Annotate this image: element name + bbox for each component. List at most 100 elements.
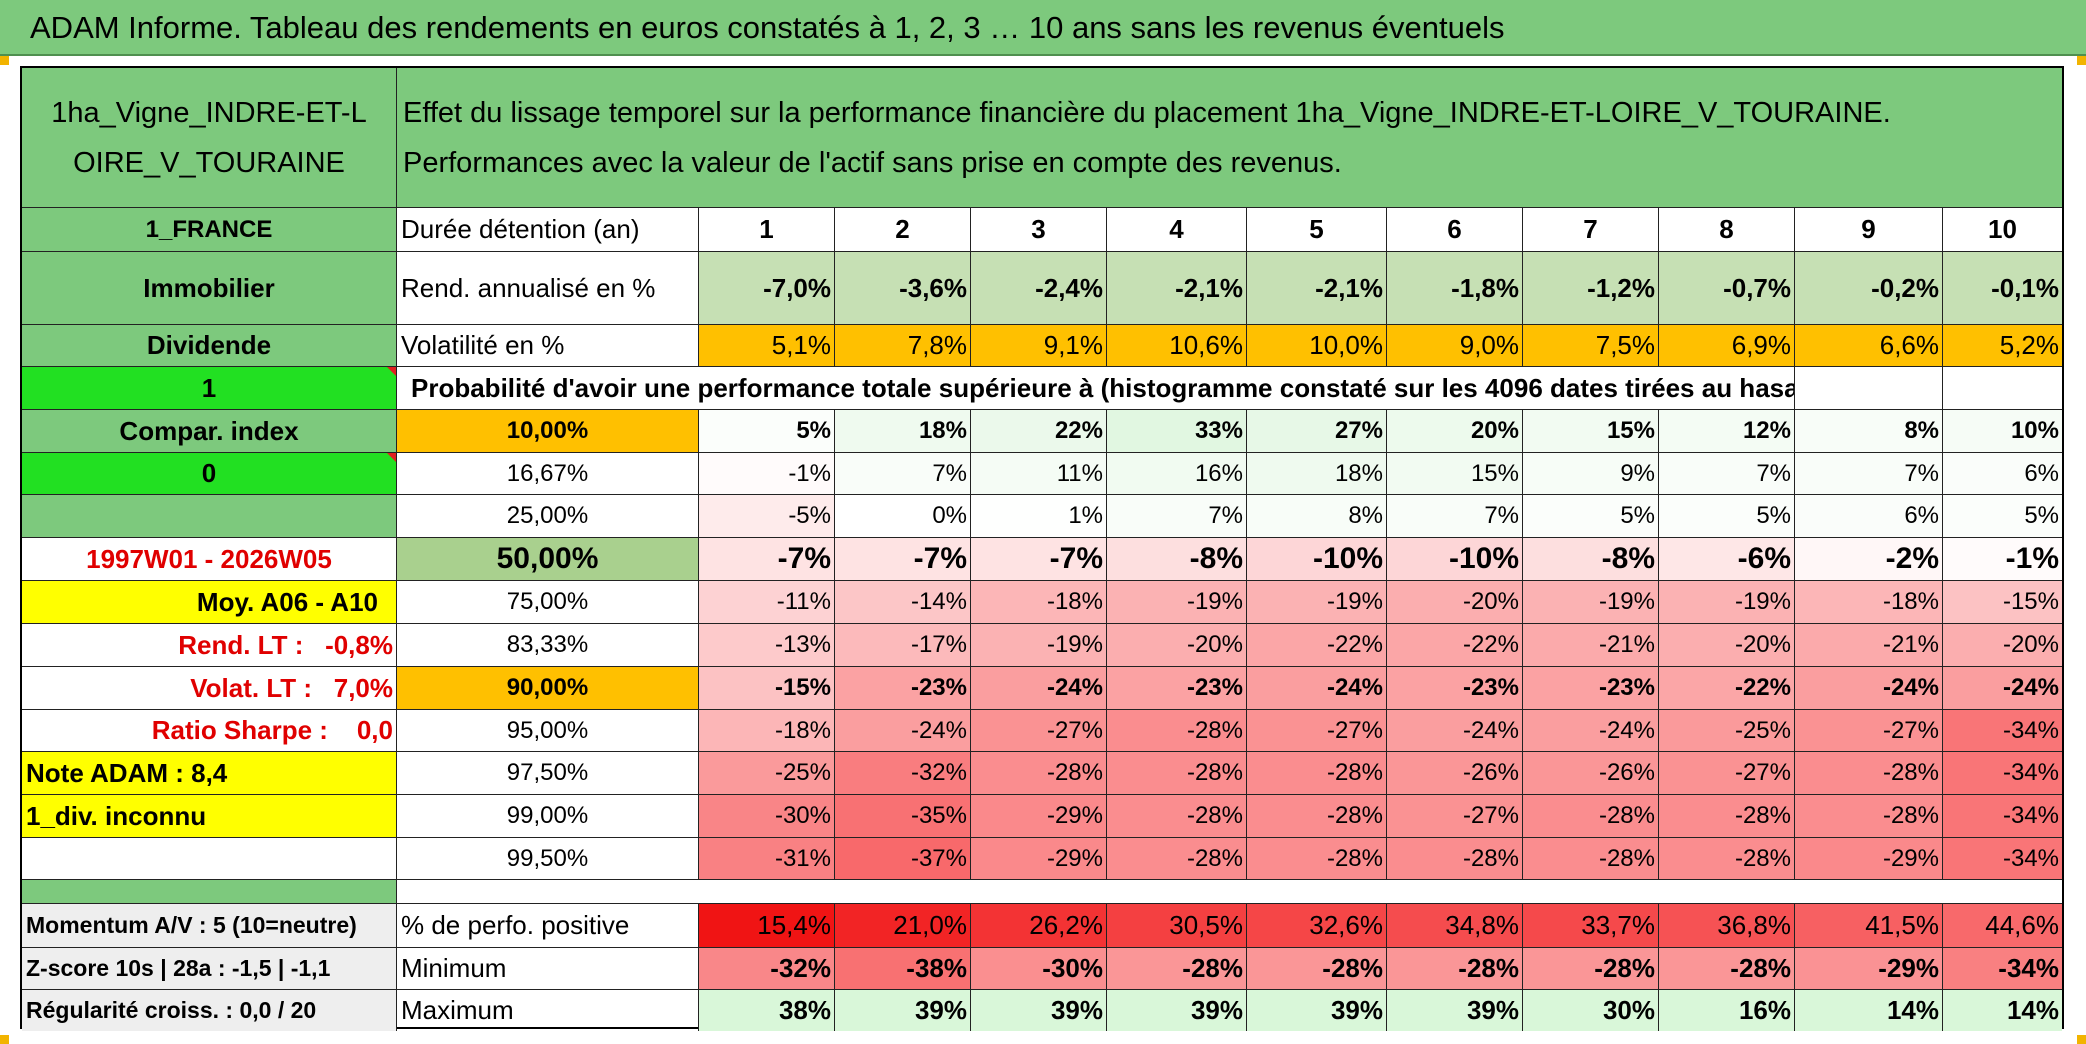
- min-value: -32%: [699, 948, 835, 990]
- quantile-value: -10%: [1387, 538, 1523, 581]
- quantile-label: 16,67%: [397, 453, 699, 495]
- year-header: 2: [835, 208, 971, 252]
- volat-value: 5,1%: [699, 325, 835, 367]
- quantile-value: -15%: [1943, 581, 2062, 624]
- quantile-value: -7%: [699, 538, 835, 581]
- year-header: 1: [699, 208, 835, 252]
- quantile-value: -27%: [1795, 710, 1943, 752]
- momentum-label: Momentum A/V : 5 (10=neutre): [22, 904, 397, 948]
- quantile-value: 6%: [1795, 495, 1943, 538]
- quantile-value: -19%: [1107, 581, 1247, 624]
- volat-label: Volatilité en %: [397, 325, 699, 367]
- quantile-value: -27%: [1247, 710, 1387, 752]
- quantile-value: -24%: [1247, 667, 1387, 710]
- quantile-value: 16%: [1107, 453, 1247, 495]
- max-value: 39%: [971, 990, 1107, 1031]
- quantile-value: 27%: [1247, 410, 1387, 453]
- rend-value: -2,1%: [1107, 252, 1247, 325]
- quantile-value: -34%: [1943, 710, 2062, 752]
- year-header: 7: [1523, 208, 1659, 252]
- selector-1[interactable]: 1: [22, 367, 397, 410]
- quantile-value: -28%: [1523, 795, 1659, 838]
- positive-value: 26,2%: [971, 904, 1107, 948]
- quantile-value: 15%: [1387, 453, 1523, 495]
- volat-value: 5,2%: [1943, 325, 2062, 367]
- quantile-value: -23%: [1107, 667, 1247, 710]
- year-header: 9: [1795, 208, 1943, 252]
- max-value: 39%: [1247, 990, 1387, 1031]
- quantile-value: -29%: [971, 838, 1107, 880]
- volat-value: 7,5%: [1523, 325, 1659, 367]
- quantile-value: -6%: [1659, 538, 1795, 581]
- quantile-value: -18%: [699, 710, 835, 752]
- regularity-label: Régularité croiss. : 0,0 / 20: [22, 990, 397, 1031]
- performance-table: 1ha_Vigne_INDRE-ET-LOIRE_V_TOURAINE Effet…: [20, 66, 2064, 1031]
- rend-value: -0,2%: [1795, 252, 1943, 325]
- dividend-info: 1_div. inconnu: [22, 795, 397, 838]
- quantile-value: 18%: [1247, 453, 1387, 495]
- quantile-value: 5%: [699, 410, 835, 453]
- empty-label-cell: [22, 838, 397, 880]
- duration-label: Durée détention (an): [397, 208, 699, 252]
- positive-value: 30,5%: [1107, 904, 1247, 948]
- quantile-value: -8%: [1523, 538, 1659, 581]
- year-header: 6: [1387, 208, 1523, 252]
- positive-value: 41,5%: [1795, 904, 1943, 948]
- quantile-label: 75,00%: [397, 581, 699, 624]
- sharpe-ratio: Ratio Sharpe : 0,0: [22, 710, 397, 752]
- quantile-value: -24%: [835, 710, 971, 752]
- min-value: -29%: [1795, 948, 1943, 990]
- quantile-value: -5%: [699, 495, 835, 538]
- year-header: 10: [1943, 208, 2062, 252]
- quantile-value: 5%: [1659, 495, 1795, 538]
- quantile-value: 0%: [835, 495, 971, 538]
- corner-marker: [0, 1035, 9, 1044]
- quantile-value: -34%: [1943, 795, 2062, 838]
- quantile-value: -21%: [1523, 624, 1659, 667]
- quantile-value: -20%: [1107, 624, 1247, 667]
- volat-value: 6,9%: [1659, 325, 1795, 367]
- positive-value: 44,6%: [1943, 904, 2062, 948]
- quantile-value: -29%: [1795, 838, 1943, 880]
- quantile-label: 90,00%: [397, 667, 699, 710]
- volat-value: 9,0%: [1387, 325, 1523, 367]
- quantile-value: -19%: [971, 624, 1107, 667]
- quantile-value: -15%: [699, 667, 835, 710]
- volat-value: 6,6%: [1795, 325, 1943, 367]
- spacer-cell: [22, 880, 397, 904]
- positive-label: % de perfo. positive: [397, 904, 699, 948]
- quantile-value: -18%: [1795, 581, 1943, 624]
- quantile-value: -28%: [1387, 838, 1523, 880]
- quantile-value: -28%: [1795, 795, 1943, 838]
- corner-marker: [0, 56, 9, 65]
- corner-marker: [2077, 56, 2086, 65]
- quantile-value: -24%: [1795, 667, 1943, 710]
- max-value: 14%: [1943, 990, 2062, 1031]
- quantile-value: 8%: [1247, 495, 1387, 538]
- income-type-label: Dividende: [22, 325, 397, 367]
- title-banner: ADAM Informe. Tableau des rendements en …: [0, 0, 2086, 56]
- spacer-cell: [397, 880, 2062, 904]
- max-value: 39%: [1107, 990, 1247, 1031]
- quantile-value: -23%: [1387, 667, 1523, 710]
- quantile-label: 25,00%: [397, 495, 699, 538]
- positive-value: 36,8%: [1659, 904, 1795, 948]
- quantile-value: -19%: [1659, 581, 1795, 624]
- quantile-value: 7%: [1107, 495, 1247, 538]
- quantile-value: -1%: [699, 453, 835, 495]
- rend-value: -7,0%: [699, 252, 835, 325]
- period-label: 1997W01 - 2026W05: [22, 538, 397, 581]
- positive-value: 34,8%: [1387, 904, 1523, 948]
- long-term-volatility: Volat. LT : 7,0%: [22, 667, 397, 710]
- corner-marker: [2077, 1035, 2086, 1044]
- quantile-value: -11%: [699, 581, 835, 624]
- rend-value: -2,4%: [971, 252, 1107, 325]
- quantile-value: -28%: [1659, 795, 1795, 838]
- quantile-value: -28%: [1107, 795, 1247, 838]
- selector-2[interactable]: 0: [22, 453, 397, 495]
- quantile-value: -28%: [1523, 838, 1659, 880]
- quantile-value: -32%: [835, 752, 971, 795]
- quantile-label: 99,50%: [397, 838, 699, 880]
- quantile-value: -22%: [1247, 624, 1387, 667]
- quantile-value: -28%: [1247, 752, 1387, 795]
